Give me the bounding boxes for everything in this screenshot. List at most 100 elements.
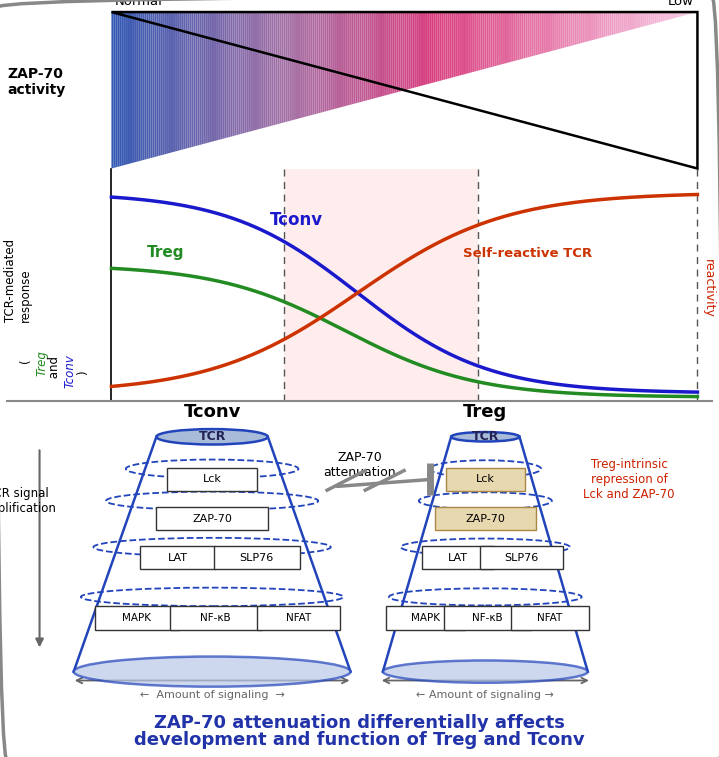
Polygon shape <box>289 12 291 121</box>
Polygon shape <box>570 12 572 46</box>
Polygon shape <box>123 12 125 165</box>
Polygon shape <box>205 12 207 144</box>
Polygon shape <box>160 12 162 155</box>
Polygon shape <box>147 12 149 159</box>
Polygon shape <box>453 12 455 77</box>
Polygon shape <box>555 12 557 50</box>
Text: LAT: LAT <box>168 553 188 562</box>
Polygon shape <box>682 12 684 16</box>
Polygon shape <box>537 12 539 55</box>
Polygon shape <box>191 12 193 147</box>
Polygon shape <box>436 12 438 82</box>
Text: Tconv: Tconv <box>63 354 76 388</box>
Polygon shape <box>687 12 690 14</box>
Polygon shape <box>375 12 377 98</box>
Polygon shape <box>149 12 150 159</box>
Polygon shape <box>406 12 408 90</box>
Polygon shape <box>618 12 619 33</box>
Text: (: ( <box>19 359 32 363</box>
Polygon shape <box>635 12 637 29</box>
Polygon shape <box>441 12 444 80</box>
Text: Treg: Treg <box>35 350 48 376</box>
Bar <box>284 169 477 401</box>
Polygon shape <box>520 12 521 60</box>
Polygon shape <box>152 12 155 157</box>
Text: Low: Low <box>668 0 694 8</box>
Polygon shape <box>385 12 387 95</box>
Polygon shape <box>496 12 498 66</box>
Polygon shape <box>142 12 145 160</box>
Polygon shape <box>428 12 430 84</box>
Text: ZAP-70 attenuation differentially affects: ZAP-70 attenuation differentially affect… <box>154 714 565 732</box>
Polygon shape <box>172 12 174 152</box>
Text: TCR: TCR <box>472 430 499 444</box>
Text: ←  Amount of signaling  →: ← Amount of signaling → <box>139 690 285 699</box>
Polygon shape <box>273 12 275 125</box>
Text: Autoimmunity: Autoimmunity <box>320 429 441 444</box>
FancyBboxPatch shape <box>446 468 525 491</box>
Polygon shape <box>670 12 672 20</box>
Polygon shape <box>613 12 615 35</box>
Polygon shape <box>654 12 656 23</box>
Polygon shape <box>490 12 493 67</box>
Polygon shape <box>232 12 234 136</box>
Polygon shape <box>414 12 416 88</box>
Polygon shape <box>231 12 232 137</box>
Polygon shape <box>412 12 414 88</box>
Polygon shape <box>621 12 623 33</box>
Polygon shape <box>326 12 329 111</box>
Polygon shape <box>188 12 190 148</box>
Polygon shape <box>498 12 500 65</box>
FancyBboxPatch shape <box>170 606 262 631</box>
Ellipse shape <box>452 432 519 441</box>
Polygon shape <box>285 12 287 122</box>
Text: development and function of Treg and Tconv: development and function of Treg and Tco… <box>134 731 585 749</box>
Polygon shape <box>600 12 602 38</box>
Polygon shape <box>676 12 678 17</box>
Polygon shape <box>244 12 246 133</box>
Polygon shape <box>225 12 226 139</box>
Polygon shape <box>623 12 625 32</box>
Polygon shape <box>557 12 559 50</box>
Text: Self-reactive TCR: Self-reactive TCR <box>463 247 592 260</box>
Polygon shape <box>182 12 184 150</box>
Polygon shape <box>643 12 645 26</box>
Text: Self-
reactivity: Self- reactivity <box>702 260 719 318</box>
Polygon shape <box>508 12 510 63</box>
Polygon shape <box>559 12 561 49</box>
Polygon shape <box>659 12 660 23</box>
Text: TCR-mediated
response: TCR-mediated response <box>4 239 32 322</box>
Polygon shape <box>523 12 526 58</box>
Polygon shape <box>139 12 141 161</box>
Polygon shape <box>625 12 627 31</box>
Polygon shape <box>186 12 188 148</box>
Polygon shape <box>117 12 119 167</box>
Polygon shape <box>572 12 574 45</box>
Polygon shape <box>156 12 158 157</box>
Polygon shape <box>569 12 570 46</box>
Polygon shape <box>184 12 186 149</box>
Ellipse shape <box>73 656 351 687</box>
Text: SLP76: SLP76 <box>239 553 274 562</box>
Polygon shape <box>229 12 231 137</box>
FancyBboxPatch shape <box>511 606 589 631</box>
Polygon shape <box>164 12 166 154</box>
Polygon shape <box>506 12 508 63</box>
Polygon shape <box>346 12 348 106</box>
Polygon shape <box>653 12 654 24</box>
Polygon shape <box>280 12 281 123</box>
Polygon shape <box>461 12 463 75</box>
Text: NFAT: NFAT <box>537 613 563 623</box>
Polygon shape <box>398 12 400 92</box>
Polygon shape <box>332 12 334 110</box>
Polygon shape <box>363 12 365 101</box>
Polygon shape <box>633 12 635 30</box>
Polygon shape <box>203 12 205 144</box>
Polygon shape <box>193 12 196 147</box>
Polygon shape <box>500 12 502 64</box>
Polygon shape <box>408 12 411 89</box>
Text: ZAP-70
attenuation: ZAP-70 attenuation <box>323 451 396 479</box>
Polygon shape <box>597 12 600 39</box>
Polygon shape <box>155 12 156 157</box>
Polygon shape <box>348 12 349 105</box>
